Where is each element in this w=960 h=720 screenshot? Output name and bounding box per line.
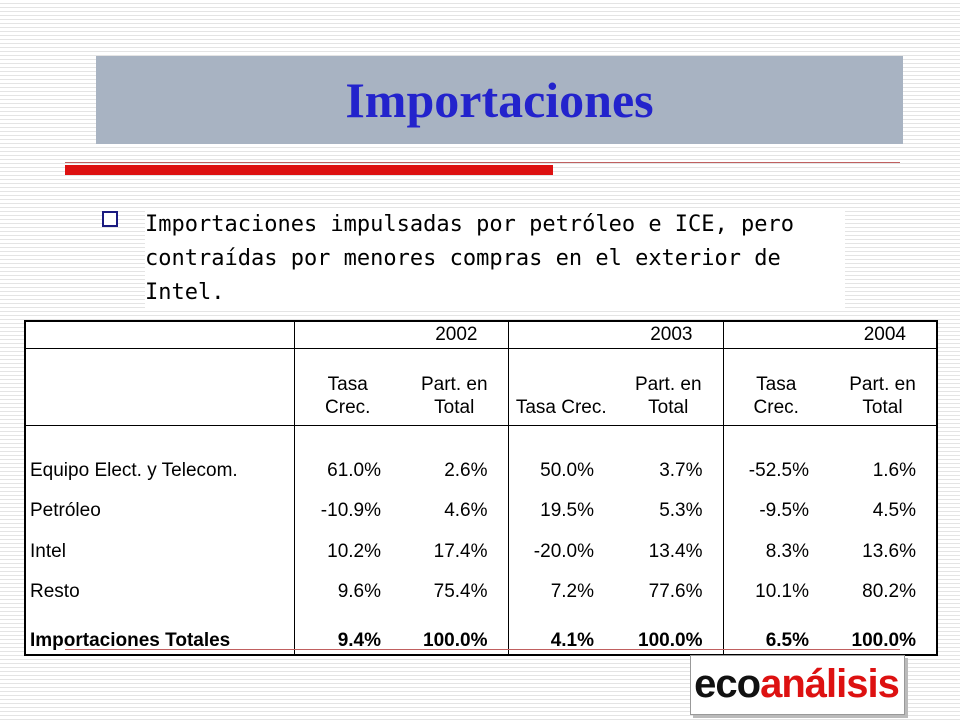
cell: 5.3% bbox=[659, 500, 703, 521]
cell: 4.1% bbox=[507, 612, 614, 655]
subheader-row: Tasa Crec. Part. en Total Tasa Crec. Part. … bbox=[25, 348, 937, 426]
cell: 75.4% bbox=[433, 581, 488, 602]
cell: 19.5% bbox=[507, 490, 614, 532]
cell: 61.0% bbox=[293, 425, 401, 490]
cell: 1.6% bbox=[872, 460, 916, 481]
data-row: Resto 9.6% 75.4% 7.2% 77.6% 10.1% 80.2% bbox=[25, 572, 937, 612]
year-header: 2004 bbox=[722, 321, 937, 349]
cell: 6.5% bbox=[722, 612, 829, 655]
cell: 4.6% bbox=[444, 500, 488, 521]
cell: 80.2% bbox=[862, 581, 916, 602]
cell: 7.2% bbox=[507, 572, 614, 612]
row-label: Equipo Elect. y Telecom. bbox=[30, 460, 238, 481]
cell: 9.6% bbox=[293, 572, 401, 612]
cell: 77.6% bbox=[648, 581, 703, 602]
logo-text: análisis bbox=[760, 662, 900, 706]
row-label: Petróleo bbox=[30, 500, 101, 521]
cell: 10.1% bbox=[722, 572, 829, 612]
logo: ecoanálisis bbox=[690, 655, 903, 713]
table: 2002 2003 2004 Tasa Crec. Part. en Total Tasa… bbox=[24, 320, 938, 656]
row-label: Importaciones Totales bbox=[30, 630, 231, 651]
divider bbox=[65, 162, 900, 163]
cell: 100.0% bbox=[638, 630, 703, 651]
bullet-icon bbox=[102, 211, 118, 227]
year-header: 2003 bbox=[507, 321, 723, 349]
cell: -20.0% bbox=[507, 532, 614, 572]
cell: 13.4% bbox=[648, 541, 703, 562]
data-row: Petróleo -10.9% 4.6% 19.5% 5.3% -9.5% 4.5% bbox=[25, 490, 937, 532]
cell: 9.4% bbox=[293, 612, 401, 655]
row-label: Resto bbox=[30, 581, 80, 602]
cell: 13.6% bbox=[862, 541, 916, 562]
logo-box bbox=[690, 655, 905, 715]
header-row: 2002 2003 2004 bbox=[25, 321, 937, 349]
cell: 4.5% bbox=[872, 500, 916, 521]
logo-text: eco bbox=[694, 662, 761, 706]
column-header: Tasa Crec. bbox=[507, 348, 614, 426]
column-header: Tasa Crec. bbox=[293, 348, 401, 426]
cell: -52.5% bbox=[722, 425, 829, 490]
cell: -9.5% bbox=[722, 490, 829, 532]
row-label: Intel bbox=[30, 541, 66, 562]
cell: 10.2% bbox=[293, 532, 401, 572]
title: Importaciones bbox=[345, 72, 654, 128]
accent-bar bbox=[65, 165, 553, 175]
data-row: Importaciones Totales 9.4% 100.0% 4.1% 100.0… bbox=[25, 612, 937, 655]
column-header: Part. en Total bbox=[401, 348, 508, 426]
cell: -10.9% bbox=[293, 490, 401, 532]
header-cell bbox=[25, 348, 294, 426]
data-row: Equipo Elect. y Telecom. 61.0% 2.6% 50.0% 3.… bbox=[25, 425, 937, 490]
column-header: Part. en Total bbox=[614, 348, 723, 426]
year-header: 2002 bbox=[293, 321, 508, 349]
column-header: Tasa Crec. bbox=[722, 348, 829, 426]
cell: 100.0% bbox=[423, 630, 488, 651]
cell: 3.7% bbox=[659, 460, 703, 481]
cell: 50.0% bbox=[507, 425, 614, 490]
cell: 2.6% bbox=[444, 460, 488, 481]
cell: 8.3% bbox=[722, 532, 829, 572]
cell: 100.0% bbox=[851, 630, 916, 651]
data-row: Intel 10.2% 17.4% -20.0% 13.4% 8.3% 13.6% bbox=[25, 532, 937, 572]
header-cell bbox=[25, 321, 294, 349]
divider bbox=[65, 649, 900, 650]
title-bar bbox=[96, 56, 903, 144]
cell: 17.4% bbox=[433, 541, 488, 562]
column-header: Part. en Total bbox=[829, 348, 937, 426]
bullet-text: Importaciones impulsadas por petróleo e … bbox=[145, 208, 845, 310]
